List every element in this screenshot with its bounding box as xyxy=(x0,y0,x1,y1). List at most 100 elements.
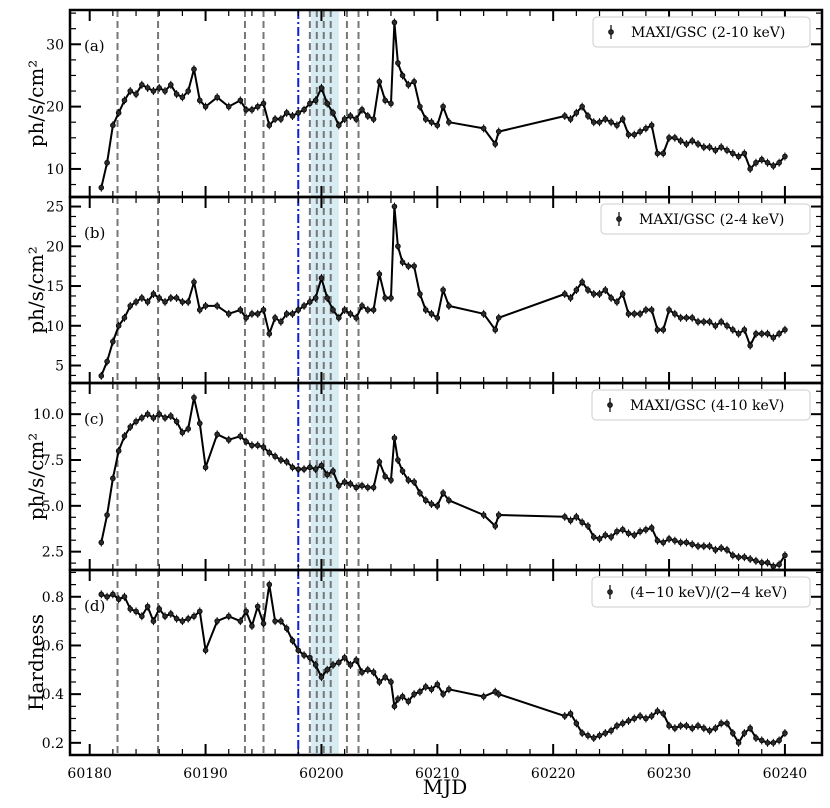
data-point xyxy=(724,322,730,329)
data-point xyxy=(168,611,174,617)
y-tick-label: 0.6 xyxy=(42,638,64,654)
data-point xyxy=(724,547,730,553)
data-point xyxy=(579,103,585,110)
data-point xyxy=(776,561,782,568)
data-point xyxy=(144,603,151,610)
data-point xyxy=(156,606,163,612)
data-point xyxy=(729,150,736,157)
data-point xyxy=(382,295,388,301)
data-point xyxy=(191,279,197,285)
data-point xyxy=(660,150,667,157)
data-point xyxy=(295,307,302,313)
data-point xyxy=(602,287,609,293)
data-point xyxy=(341,479,348,485)
data-point xyxy=(712,725,719,732)
data-point xyxy=(272,116,278,122)
data-point xyxy=(741,326,748,333)
data-point xyxy=(643,307,649,313)
data-point xyxy=(225,103,232,110)
data-point xyxy=(770,163,777,169)
data-point xyxy=(718,318,724,325)
data-point xyxy=(602,532,609,538)
data-point xyxy=(637,528,643,535)
data-point xyxy=(701,318,707,325)
data-point xyxy=(318,85,325,91)
legend-box xyxy=(591,389,811,421)
data-point xyxy=(695,141,701,147)
data-point xyxy=(98,591,105,598)
data-point xyxy=(214,431,220,438)
data-point xyxy=(399,468,406,474)
data-point xyxy=(243,315,249,321)
data-point xyxy=(729,552,736,559)
data-point xyxy=(747,166,753,172)
y-axis-label: ph/s/cm² xyxy=(24,60,48,148)
data-point xyxy=(683,539,690,546)
data-point xyxy=(347,113,354,119)
data-point xyxy=(191,394,197,401)
data-point xyxy=(185,299,191,305)
x-tick-label: 60230 xyxy=(647,766,692,782)
data-point xyxy=(266,122,273,129)
legend-box xyxy=(600,203,811,235)
data-point xyxy=(735,554,742,560)
data-point xyxy=(359,482,365,489)
data-point xyxy=(359,106,365,113)
data-point xyxy=(422,116,429,122)
data-point xyxy=(695,318,701,325)
data-point xyxy=(495,512,502,518)
data-point xyxy=(567,295,574,301)
data-point xyxy=(168,295,174,301)
data-point xyxy=(573,720,580,727)
data-point xyxy=(98,184,105,191)
data-point xyxy=(364,484,371,491)
y-tick-label: 25 xyxy=(46,200,64,216)
data-point xyxy=(689,138,696,144)
data-point xyxy=(672,537,678,544)
data-point xyxy=(602,730,609,736)
data-point xyxy=(747,556,753,562)
data-point xyxy=(672,311,678,317)
data-point xyxy=(110,591,116,598)
data-point xyxy=(185,615,191,622)
data-point xyxy=(330,110,336,116)
data-point xyxy=(677,315,684,321)
data-point xyxy=(353,657,360,663)
x-tick-label: 60220 xyxy=(531,766,576,782)
data-point xyxy=(249,106,255,113)
y-tick-label: 0.8 xyxy=(42,590,64,606)
data-point xyxy=(411,263,417,269)
data-point xyxy=(237,433,244,439)
data-point xyxy=(359,303,365,309)
data-point xyxy=(289,637,296,644)
data-point xyxy=(110,338,116,345)
data-point xyxy=(289,113,296,119)
data-point xyxy=(388,295,394,301)
data-point xyxy=(341,307,348,313)
data-point xyxy=(376,271,383,277)
data-point xyxy=(411,78,417,85)
data-point xyxy=(364,307,371,313)
data-point xyxy=(614,122,620,129)
data-point xyxy=(266,330,273,337)
data-point xyxy=(283,110,290,116)
data-point xyxy=(388,477,394,483)
data-point xyxy=(654,326,661,333)
data-point xyxy=(567,710,574,717)
data-point xyxy=(753,735,759,741)
data-point xyxy=(776,330,782,337)
legend-box xyxy=(591,576,811,608)
data-point xyxy=(395,457,401,463)
data-point xyxy=(376,78,383,85)
data-point xyxy=(440,287,446,293)
legend: MAXI/GSC (4-10 keV) xyxy=(591,389,811,421)
data-point xyxy=(307,654,313,661)
data-point xyxy=(324,667,331,673)
data-point xyxy=(422,497,429,504)
data-point xyxy=(596,119,603,125)
data-point xyxy=(341,654,348,661)
data-point xyxy=(619,291,626,297)
data-point xyxy=(272,618,278,624)
data-point xyxy=(422,684,429,690)
